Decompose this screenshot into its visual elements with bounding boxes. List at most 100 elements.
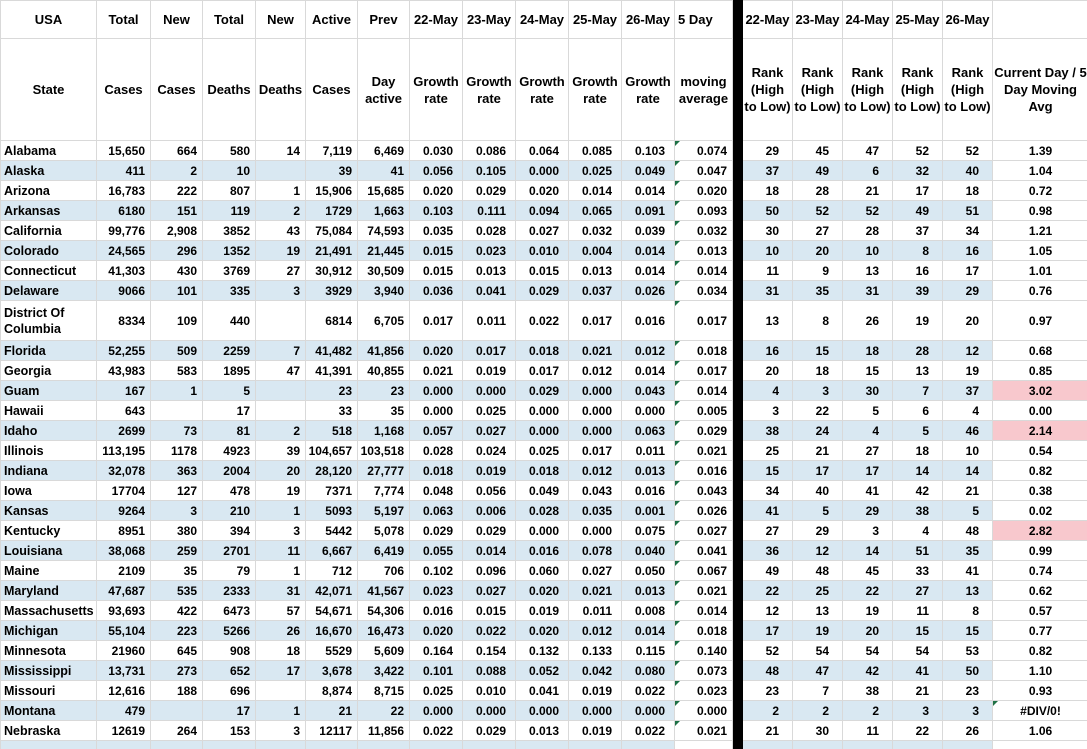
cell-rank-25may[interactable]: 5	[892, 420, 943, 441]
cell-growth-rate-22may[interactable]: 0.021	[409, 360, 463, 381]
cell-rank-24may[interactable]: 10	[842, 240, 893, 261]
cell-active-cases[interactable]: 39	[305, 160, 358, 181]
cell-growth-rate-23may[interactable]: 0.025	[462, 400, 516, 421]
cell-rank-25may[interactable]: 4	[892, 520, 943, 541]
cell-growth-rate-24may[interactable]: 0.019	[515, 600, 569, 621]
cell-moving-average[interactable]: 0.018	[674, 340, 733, 361]
header-growth-rate-26may[interactable]: Growth rate	[621, 38, 675, 141]
cell-prev-day-active[interactable]: 8,715	[357, 680, 410, 701]
cell-total-deaths[interactable]: 210	[202, 500, 256, 521]
cell-total-cases[interactable]: 13,731	[96, 660, 151, 681]
cell-rank-26may[interactable]: 51	[942, 200, 993, 221]
cell-growth-rate-25may[interactable]: 0.017	[568, 440, 622, 461]
header-prev-day-active[interactable]: Day active	[357, 38, 410, 141]
cell-total-cases[interactable]: 167	[96, 380, 151, 401]
header-rank-date-23may[interactable]: 23-May	[792, 0, 843, 39]
cell-moving-average[interactable]: 0.014	[674, 260, 733, 281]
cell-prev-day-active[interactable]: 1,663	[357, 200, 410, 221]
cell-current-ratio[interactable]: 0.82	[992, 640, 1087, 661]
cell-growth-rate-22may[interactable]: 0.020	[409, 620, 463, 641]
cell-total-cases[interactable]: 17704	[96, 480, 151, 501]
cell-rank-25may[interactable]: 54	[892, 640, 943, 661]
cell-growth-rate-24may[interactable]: 0.020	[515, 580, 569, 601]
cell-current-ratio[interactable]: 0.00	[992, 400, 1087, 421]
header-rank-24may[interactable]: Rank (High to Low)	[842, 38, 893, 141]
cell-prev-day-active[interactable]: 6,705	[357, 300, 410, 341]
cell-total-cases[interactable]: 21960	[96, 640, 151, 661]
cell-rank-23may[interactable]: 47	[792, 660, 843, 681]
cell-active-cases[interactable]: 28,120	[305, 460, 358, 481]
cell-new-cases[interactable]: 151	[150, 200, 203, 221]
cell-prev-day-active[interactable]: 23	[357, 380, 410, 401]
cell-new-cases[interactable]: 1	[150, 380, 203, 401]
cell-rank-22may[interactable]: 27	[742, 520, 793, 541]
cell-growth-rate-25may[interactable]: 0.032	[568, 220, 622, 241]
cell-rank-25may[interactable]: 8	[892, 240, 943, 261]
cell-rank-22may[interactable]: 31	[742, 280, 793, 301]
cell-rank-26may[interactable]: 5	[942, 500, 993, 521]
cell-rank-23may[interactable]: 29	[792, 520, 843, 541]
cell-growth-rate-24may[interactable]: 0.094	[515, 200, 569, 221]
cell-moving-average[interactable]: 0.093	[674, 200, 733, 221]
cell-active-cases[interactable]: 6814	[305, 300, 358, 341]
cell-prev-day-active[interactable]: 3,940	[357, 280, 410, 301]
cell-state[interactable]: Arizona	[0, 180, 97, 201]
cell-growth-rate-25may[interactable]: 0.012	[568, 360, 622, 381]
cell-total-cases[interactable]: 93,693	[96, 600, 151, 621]
cell-active-cases[interactable]: 15,906	[305, 180, 358, 201]
cell-rank-26may[interactable]: 50	[942, 660, 993, 681]
cell-new-deaths[interactable]: 3	[255, 280, 306, 301]
cell-rank-24may[interactable]: 11	[842, 720, 893, 741]
cell-growth-rate-24may[interactable]: 0.000	[515, 420, 569, 441]
cell-new-deaths[interactable]: 19	[255, 480, 306, 501]
cell-total-deaths[interactable]: 3769	[202, 260, 256, 281]
cell-growth-rate-24may[interactable]: 0.029	[515, 380, 569, 401]
cell-growth-rate-26may[interactable]: 0.013	[621, 460, 675, 481]
header-growth-rate-25may[interactable]: Growth rate	[568, 38, 622, 141]
cell-rank-24may[interactable]: 15	[842, 360, 893, 381]
cell-growth-rate-23may[interactable]: 0.017	[462, 340, 516, 361]
cell-prev-day-active[interactable]: 41,856	[357, 340, 410, 361]
cell-rank-25may[interactable]: 49	[892, 200, 943, 221]
cell-rank-22may[interactable]: 36	[742, 540, 793, 561]
cell-rank-24may[interactable]: 29	[842, 500, 893, 521]
cell-growth-rate-25may[interactable]: 0.021	[568, 580, 622, 601]
cell-rank-25may[interactable]: 52	[892, 140, 943, 161]
cell-growth-rate-24may[interactable]: 0.041	[515, 680, 569, 701]
cell-moving-average[interactable]: 0.026	[674, 500, 733, 521]
cell-rank-23may[interactable]: 48	[792, 560, 843, 581]
cell-growth-rate-22may[interactable]: 0.164	[409, 640, 463, 661]
cell-rank-25may[interactable]: 28	[892, 340, 943, 361]
cell-growth-rate-24may[interactable]: 0.064	[515, 140, 569, 161]
cell-state[interactable]: Illinois	[0, 440, 97, 461]
cell-rank-24may[interactable]: 41	[842, 480, 893, 501]
header-rank-date-25may[interactable]: 25-May	[892, 0, 943, 39]
cell-growth-rate-23may[interactable]: 0.000	[462, 700, 516, 721]
cell-rank-25may[interactable]: 42	[892, 480, 943, 501]
cell-total-cases[interactable]: 6180	[96, 200, 151, 221]
cell-moving-average[interactable]: 0.140	[674, 640, 733, 661]
cell-growth-rate-22may[interactable]: 0.102	[409, 560, 463, 581]
cell-rank-22may[interactable]: 4	[742, 380, 793, 401]
cell-growth-rate-25may[interactable]: 0.133	[568, 640, 622, 661]
cell-active-cases[interactable]: 3929	[305, 280, 358, 301]
cell-prev-day-active[interactable]: 6,469	[357, 140, 410, 161]
cell-rank-25may[interactable]: 39	[892, 280, 943, 301]
cell-growth-rate-26may[interactable]: 0.011	[621, 440, 675, 461]
cell-new-deaths[interactable]: 20	[255, 460, 306, 481]
cell-total-cases[interactable]: 9264	[96, 500, 151, 521]
cell-new-deaths[interactable]: 1	[255, 500, 306, 521]
cell-new-cases[interactable]	[150, 700, 203, 721]
header-growth-date-22may[interactable]: 22-May	[409, 0, 463, 39]
cell-rank-26may[interactable]: 4	[942, 400, 993, 421]
cell-rank-23may[interactable]: 8	[792, 300, 843, 341]
cell-empty[interactable]	[842, 740, 893, 749]
cell-growth-rate-22may[interactable]: 0.020	[409, 340, 463, 361]
header-rank-date-22may[interactable]: 22-May	[742, 0, 793, 39]
cell-new-deaths[interactable]: 17	[255, 660, 306, 681]
cell-total-cases[interactable]: 16,783	[96, 180, 151, 201]
cell-total-deaths[interactable]: 81	[202, 420, 256, 441]
cell-growth-rate-23may[interactable]: 0.041	[462, 280, 516, 301]
cell-growth-rate-23may[interactable]: 0.027	[462, 580, 516, 601]
cell-active-cases[interactable]: 12117	[305, 720, 358, 741]
